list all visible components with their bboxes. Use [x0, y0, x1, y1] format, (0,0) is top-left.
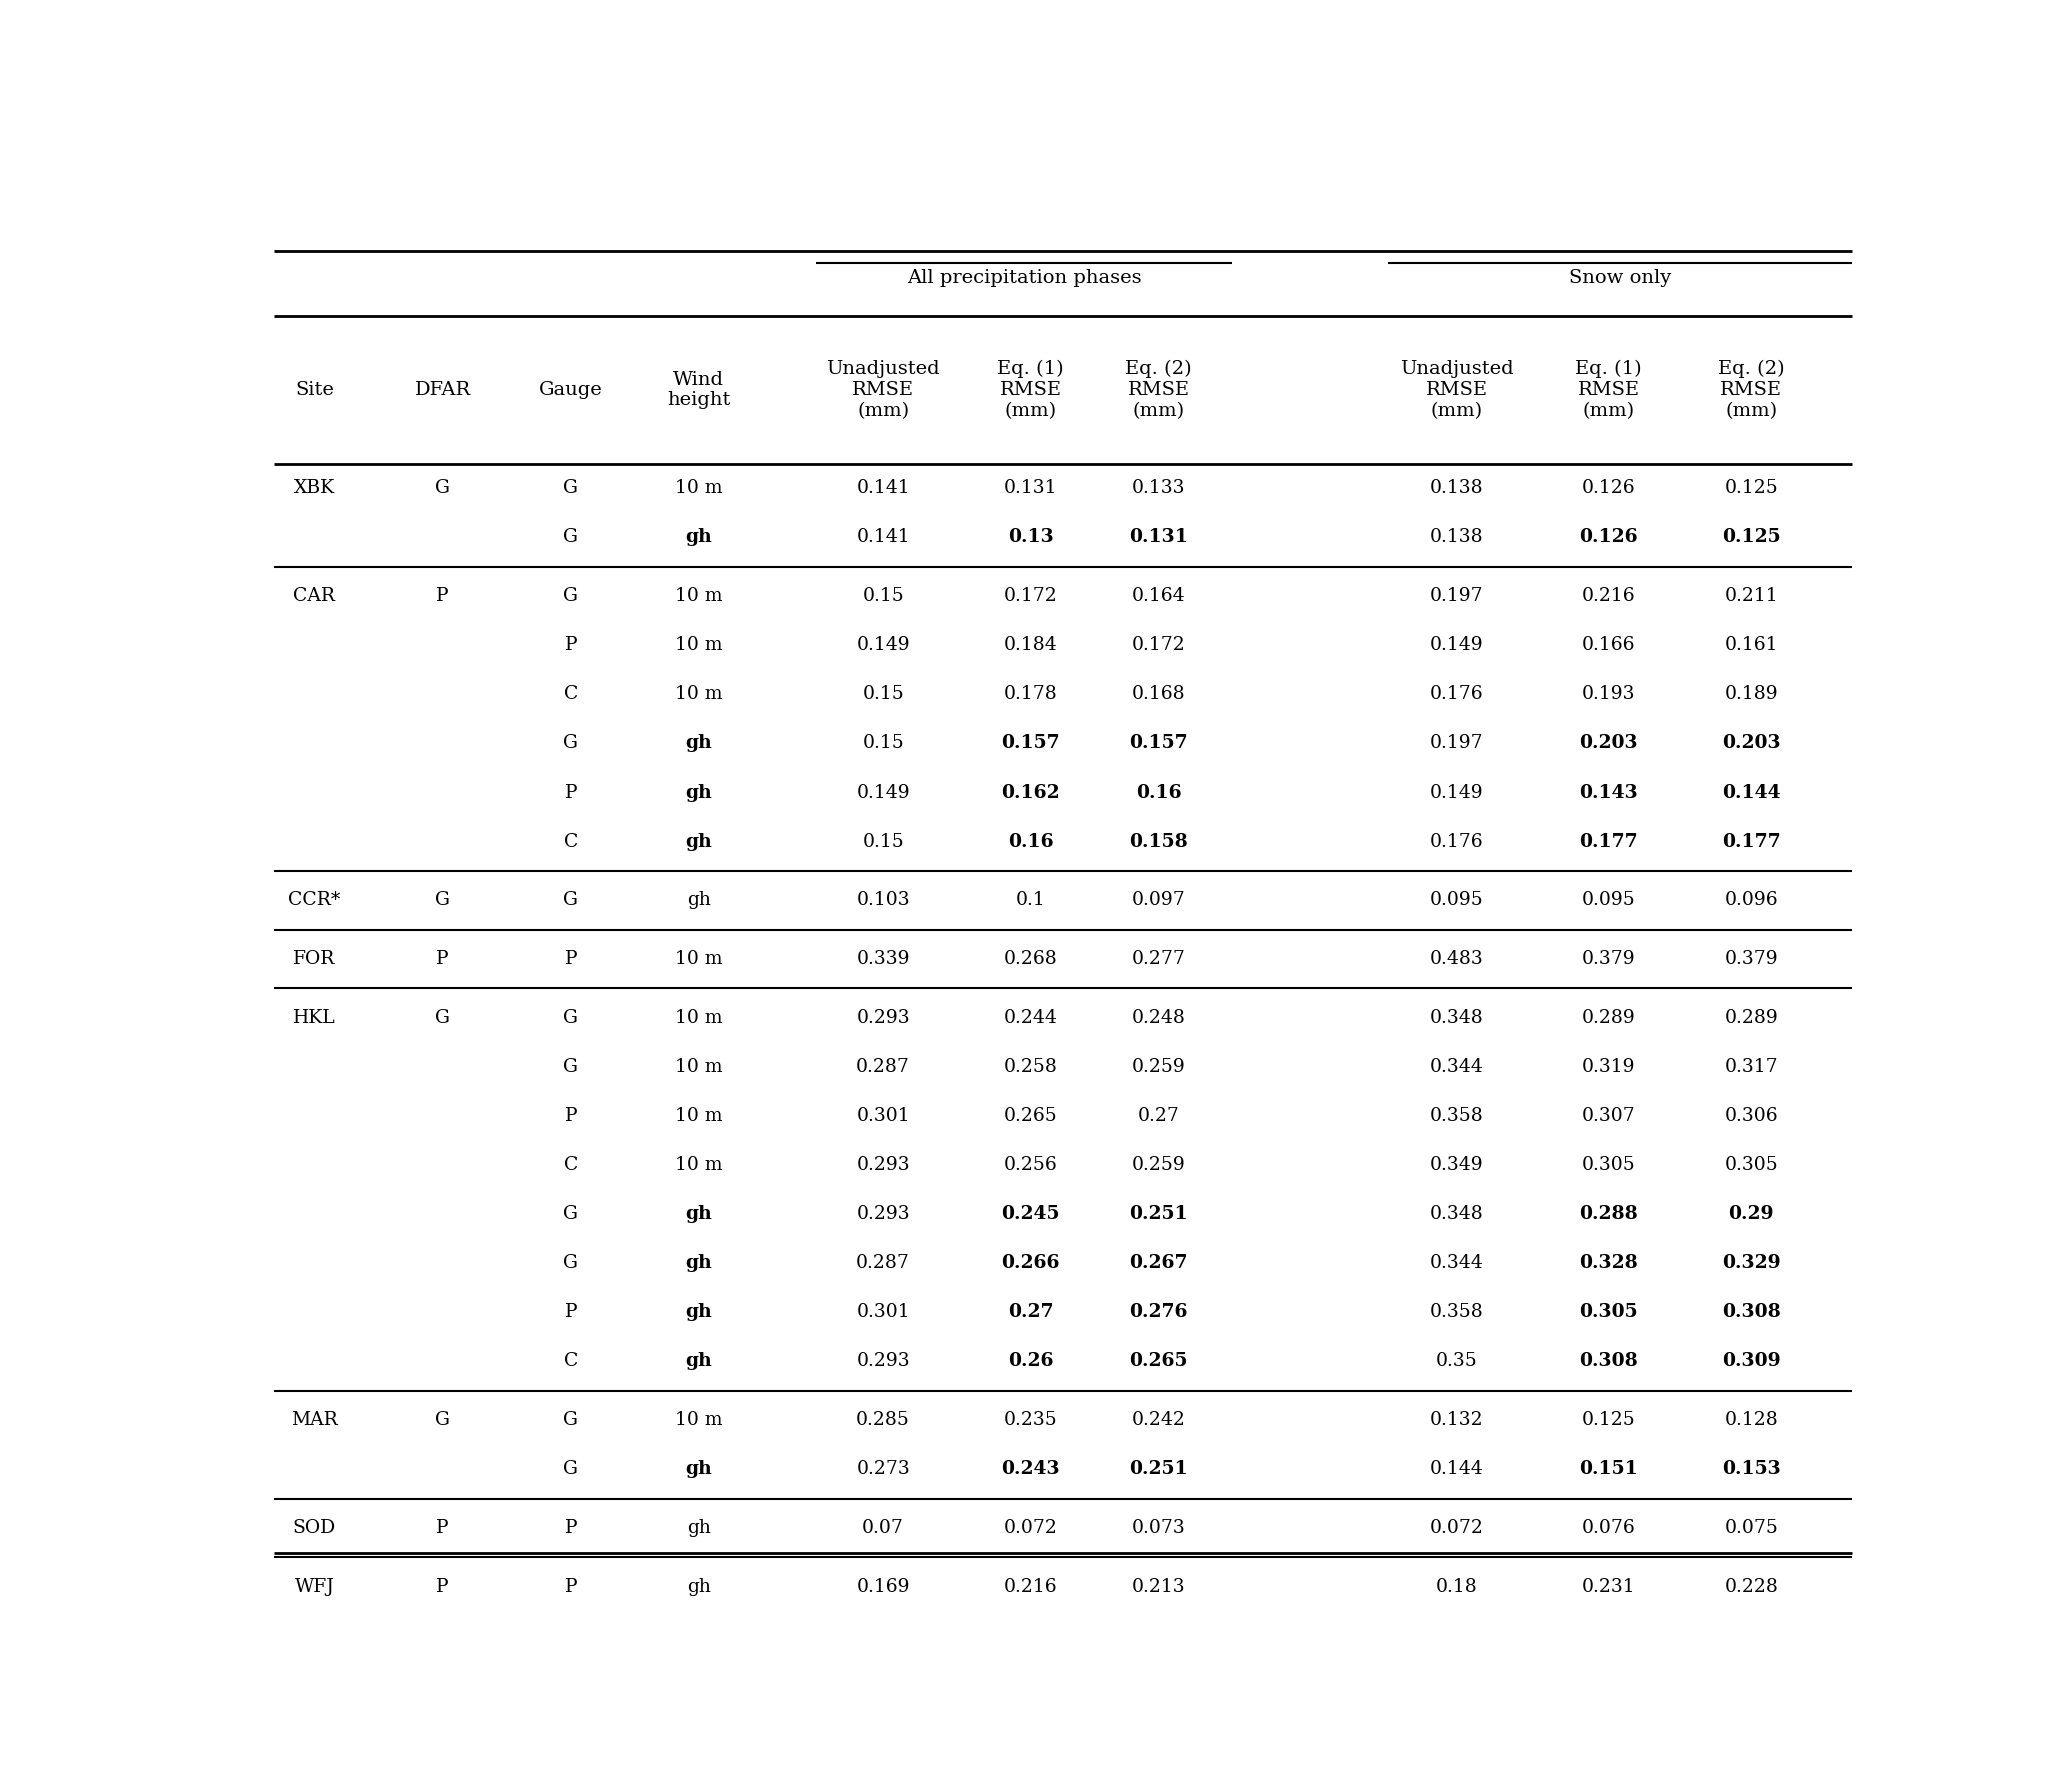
Text: 0.18: 0.18	[1437, 1577, 1478, 1595]
Text: 0.197: 0.197	[1430, 587, 1484, 604]
Text: 0.277: 0.277	[1133, 950, 1186, 968]
Text: G: G	[434, 1008, 451, 1026]
Text: 10 m: 10 m	[676, 1155, 723, 1175]
Text: 0.164: 0.164	[1133, 587, 1186, 604]
Text: 0.158: 0.158	[1129, 833, 1189, 851]
Text: Unadjusted
RMSE
(mm): Unadjusted RMSE (mm)	[1399, 360, 1513, 420]
Text: 0.177: 0.177	[1722, 833, 1780, 851]
Text: 0.213: 0.213	[1133, 1577, 1186, 1595]
Text: 0.177: 0.177	[1579, 833, 1639, 851]
Text: P: P	[564, 1577, 577, 1595]
Text: Site: Site	[296, 381, 335, 399]
Text: 0.268: 0.268	[1005, 950, 1058, 968]
Text: Eq. (1)
RMSE
(mm): Eq. (1) RMSE (mm)	[1575, 360, 1641, 420]
Text: 0.162: 0.162	[1000, 783, 1060, 801]
Text: C: C	[564, 686, 579, 703]
Text: 0.265: 0.265	[1129, 1352, 1189, 1370]
Text: 0.203: 0.203	[1579, 734, 1639, 753]
Text: Unadjusted
RMSE
(mm): Unadjusted RMSE (mm)	[827, 360, 940, 420]
Text: 0.251: 0.251	[1129, 1460, 1189, 1478]
Text: 0.273: 0.273	[856, 1460, 909, 1478]
Text: 0.128: 0.128	[1724, 1411, 1778, 1430]
Text: gh: gh	[686, 1352, 713, 1370]
Text: 0.358: 0.358	[1430, 1304, 1484, 1322]
Text: 0.131: 0.131	[1005, 478, 1056, 498]
Text: 0.172: 0.172	[1005, 587, 1058, 604]
Text: 0.305: 0.305	[1724, 1155, 1778, 1175]
Text: 0.242: 0.242	[1133, 1411, 1186, 1430]
Text: MAR: MAR	[291, 1411, 337, 1430]
Text: SOD: SOD	[294, 1519, 337, 1536]
Text: 10 m: 10 m	[676, 636, 723, 654]
Text: gh: gh	[686, 528, 713, 546]
Text: 0.285: 0.285	[856, 1411, 909, 1430]
Text: 0.307: 0.307	[1581, 1108, 1635, 1125]
Text: 0.267: 0.267	[1129, 1255, 1189, 1272]
Text: Eq. (1)
RMSE
(mm): Eq. (1) RMSE (mm)	[996, 360, 1065, 420]
Text: P: P	[564, 1519, 577, 1536]
Text: 0.293: 0.293	[856, 1155, 909, 1175]
Text: 0.095: 0.095	[1581, 891, 1635, 909]
Text: 0.228: 0.228	[1724, 1577, 1778, 1595]
Text: 0.305: 0.305	[1579, 1304, 1639, 1322]
Text: Gauge: Gauge	[539, 381, 604, 399]
Text: 0.29: 0.29	[1728, 1205, 1773, 1223]
Text: G: G	[562, 587, 579, 604]
Text: 0.379: 0.379	[1724, 950, 1778, 968]
Text: gh: gh	[686, 1519, 711, 1536]
Text: 0.178: 0.178	[1005, 686, 1058, 703]
Text: 0.301: 0.301	[856, 1304, 909, 1322]
Text: 0.151: 0.151	[1579, 1460, 1639, 1478]
Text: 0.132: 0.132	[1430, 1411, 1484, 1430]
Text: 0.176: 0.176	[1430, 833, 1484, 851]
Text: 0.095: 0.095	[1430, 891, 1484, 909]
Text: G: G	[434, 478, 451, 498]
Text: gh: gh	[686, 833, 713, 851]
Text: 10 m: 10 m	[676, 1058, 723, 1076]
Text: 0.16: 0.16	[1137, 783, 1182, 801]
Text: G: G	[562, 1255, 579, 1272]
Text: 0.319: 0.319	[1581, 1058, 1635, 1076]
Text: 0.073: 0.073	[1133, 1519, 1186, 1536]
Text: 0.265: 0.265	[1005, 1108, 1058, 1125]
Text: 0.243: 0.243	[1000, 1460, 1060, 1478]
Text: G: G	[562, 1205, 579, 1223]
Text: 10 m: 10 m	[676, 587, 723, 604]
Text: 0.168: 0.168	[1133, 686, 1186, 703]
Text: 0.301: 0.301	[856, 1108, 909, 1125]
Text: 0.15: 0.15	[862, 734, 903, 753]
Text: C: C	[564, 833, 579, 851]
Text: 0.176: 0.176	[1430, 686, 1484, 703]
Text: gh: gh	[686, 783, 713, 801]
Text: 0.289: 0.289	[1724, 1008, 1778, 1026]
Text: 0.293: 0.293	[856, 1008, 909, 1026]
Text: 0.256: 0.256	[1005, 1155, 1058, 1175]
Text: 0.149: 0.149	[1430, 783, 1484, 801]
Text: Wind
height: Wind height	[668, 370, 730, 409]
Text: 10 m: 10 m	[676, 1008, 723, 1026]
Text: G: G	[562, 734, 579, 753]
Text: P: P	[436, 1519, 449, 1536]
Text: 0.329: 0.329	[1722, 1255, 1780, 1272]
Text: 0.072: 0.072	[1430, 1519, 1484, 1536]
Text: G: G	[562, 891, 579, 909]
Text: gh: gh	[686, 891, 711, 909]
Text: 0.149: 0.149	[856, 636, 909, 654]
Text: 0.379: 0.379	[1581, 950, 1635, 968]
Text: P: P	[564, 1108, 577, 1125]
Text: 0.075: 0.075	[1724, 1519, 1778, 1536]
Text: 0.259: 0.259	[1133, 1058, 1186, 1076]
Text: 0.125: 0.125	[1581, 1411, 1635, 1430]
Text: 0.344: 0.344	[1430, 1255, 1484, 1272]
Text: 0.35: 0.35	[1437, 1352, 1478, 1370]
Text: 0.287: 0.287	[856, 1058, 909, 1076]
Text: Eq. (2)
RMSE
(mm): Eq. (2) RMSE (mm)	[1718, 360, 1784, 420]
Text: G: G	[434, 891, 451, 909]
Text: 0.153: 0.153	[1722, 1460, 1782, 1478]
Text: gh: gh	[686, 734, 713, 753]
Text: 0.309: 0.309	[1722, 1352, 1780, 1370]
Text: 0.131: 0.131	[1129, 528, 1189, 546]
Text: P: P	[436, 587, 449, 604]
Text: P: P	[436, 950, 449, 968]
Text: 0.317: 0.317	[1724, 1058, 1778, 1076]
